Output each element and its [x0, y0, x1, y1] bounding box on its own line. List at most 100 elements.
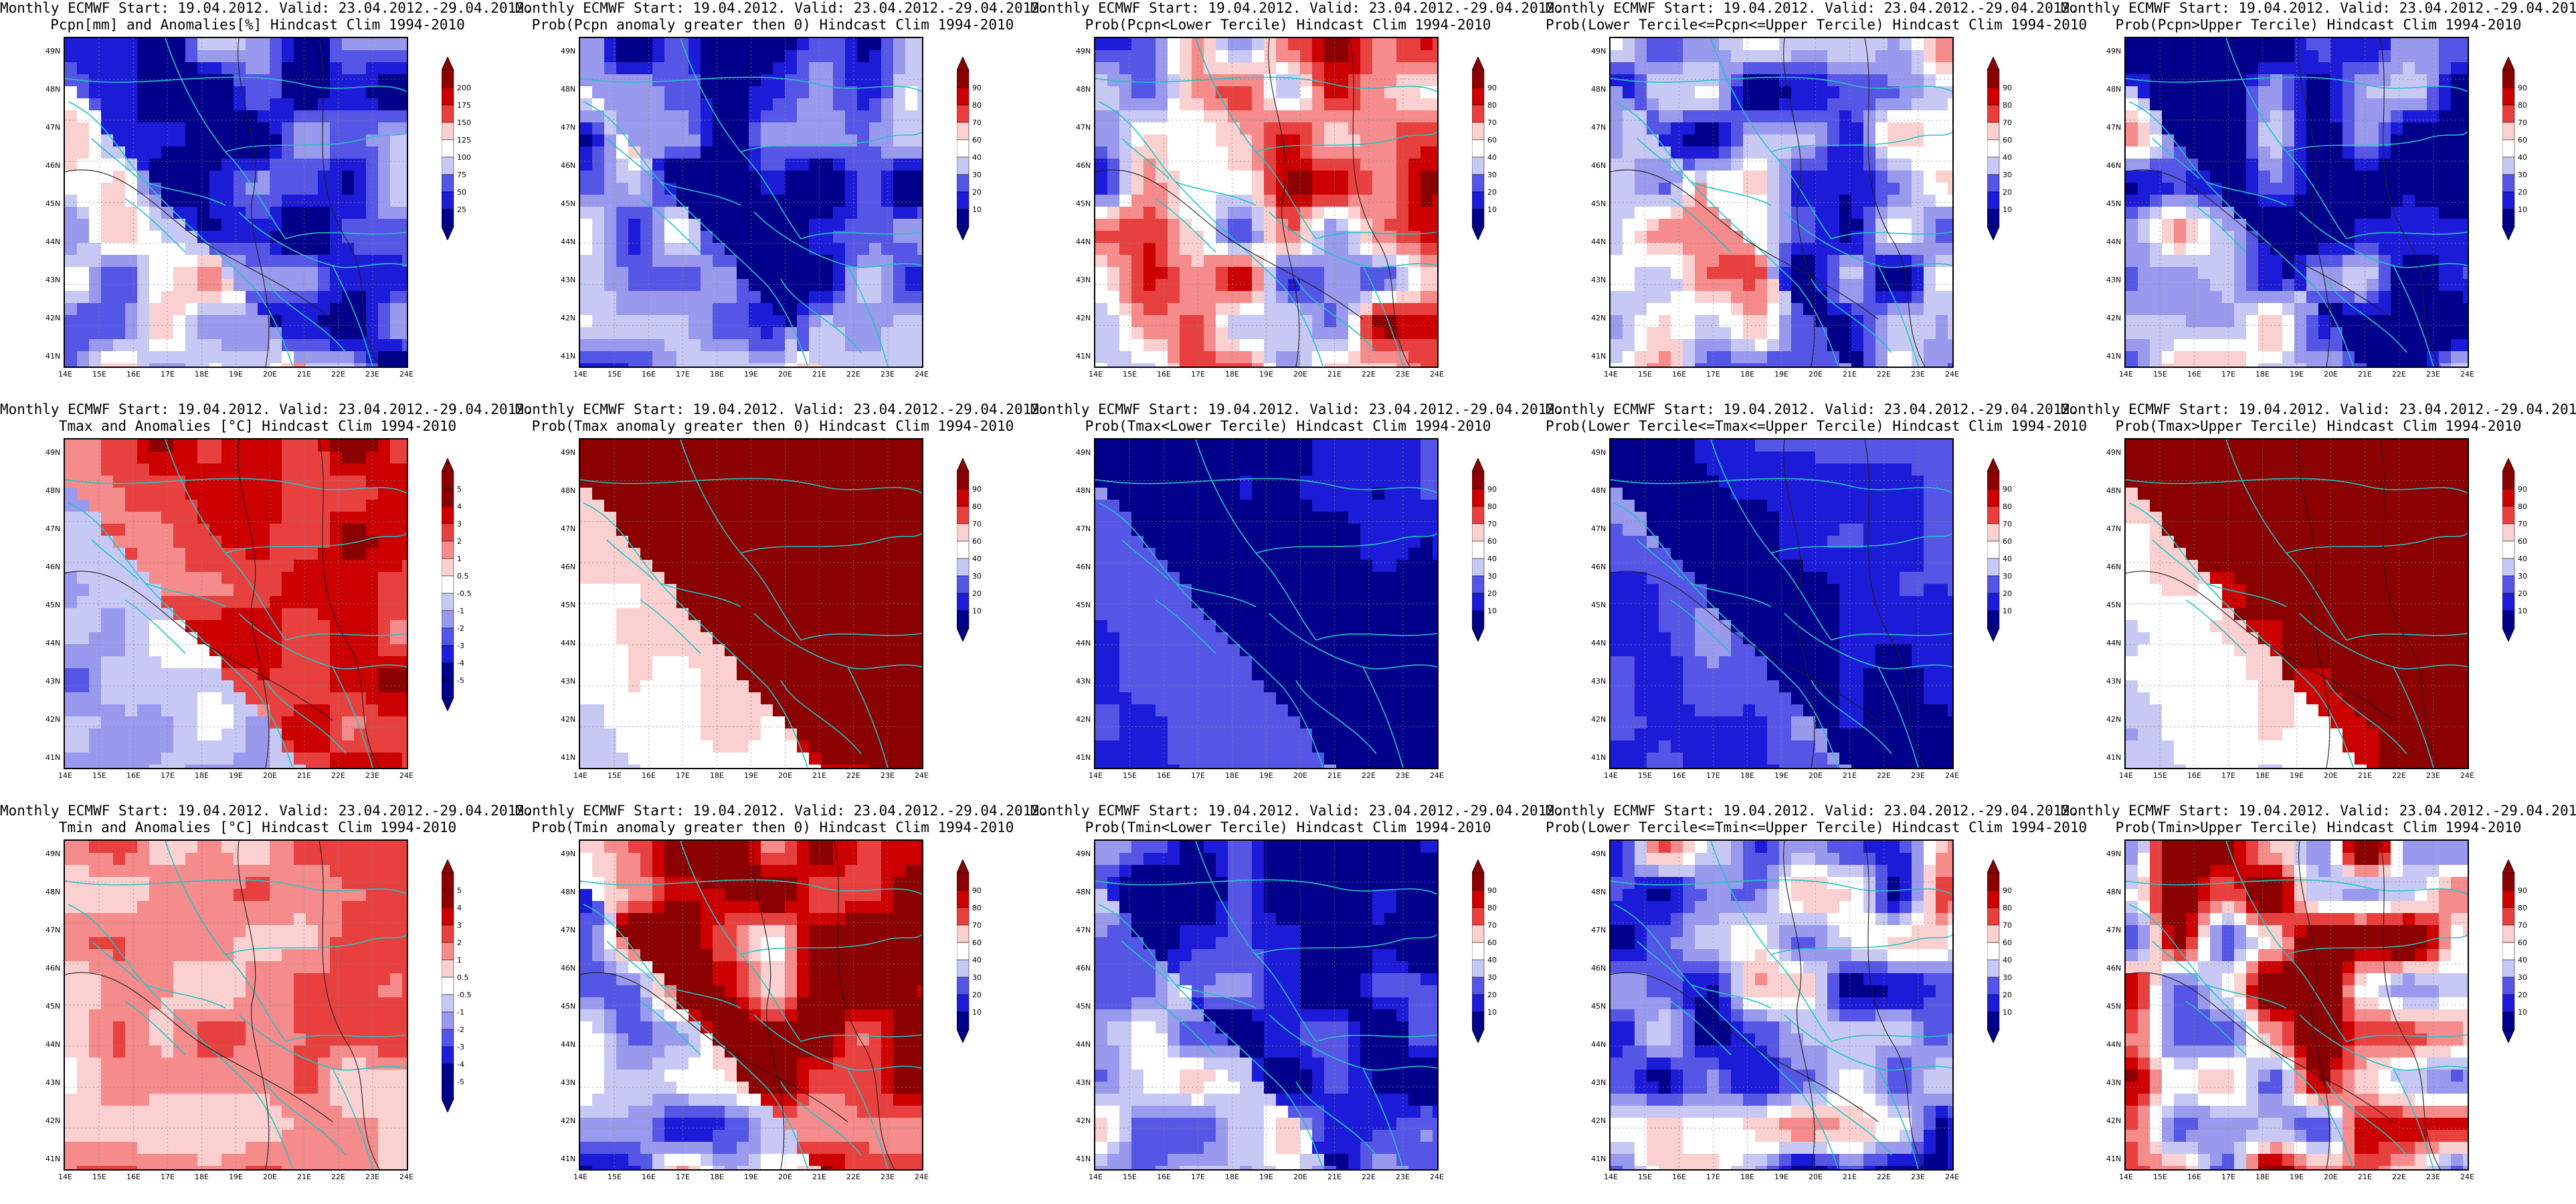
- colorbar-label: 3: [457, 921, 462, 930]
- colorbar-label: 60: [972, 136, 982, 144]
- y-tick-label: 45N: [1076, 601, 1091, 609]
- colorbar-label: 40: [972, 956, 982, 965]
- y-tick-label: 45N: [1076, 199, 1091, 208]
- colorbar-label: 40: [2003, 555, 2012, 563]
- colorbar-graphic: 90 80 70 60 40 30 20 10: [2502, 458, 2527, 642]
- colorbar-label: 175: [457, 101, 471, 110]
- x-tick-label: 16E: [642, 771, 656, 780]
- y-tick-label: 43N: [561, 1078, 576, 1087]
- map-graphic: [580, 38, 922, 367]
- colorbar-label: 200: [457, 84, 471, 92]
- y-tick-label: 41N: [45, 352, 61, 361]
- panel-subtitle: Prob(Lower Tercile<=Tmin<=Upper Tercile)…: [1546, 819, 2088, 835]
- x-tick-label: 14E: [1089, 771, 1103, 780]
- y-tick-label: 42N: [561, 715, 576, 724]
- x-tick-label: 22E: [846, 370, 860, 379]
- colorbar-label: 40: [2003, 153, 2012, 162]
- y-tick-label: 48N: [2106, 888, 2122, 896]
- x-tick-label: 15E: [92, 771, 106, 780]
- y-tick-label: 47N: [1591, 123, 1606, 132]
- x-tick-label: 18E: [710, 771, 724, 780]
- x-tick-label: 18E: [1225, 370, 1239, 379]
- x-tick-label: 14E: [1604, 1173, 1618, 1181]
- colorbar-label: 30: [972, 973, 982, 982]
- y-tick-label: 44N: [561, 1040, 576, 1049]
- colorbar-graphic: 90 80 70 60 40 30 20 10: [1987, 56, 2012, 241]
- colorbar-label: 90: [1487, 84, 1497, 92]
- panel-title: Monthly ECMWF Start: 19.04.2012. Valid: …: [515, 401, 1048, 417]
- x-tick-label: 24E: [399, 771, 413, 780]
- x-tick-label: 16E: [2187, 370, 2201, 379]
- colorbar-label: 90: [972, 886, 982, 895]
- colorbar-label: 30: [2003, 572, 2012, 581]
- y-tick-label: 46N: [1076, 964, 1091, 973]
- colorbar-label: 80: [1487, 101, 1497, 110]
- y-tick-label: 45N: [1591, 199, 1606, 208]
- x-tick-label: 21E: [297, 771, 311, 780]
- x-tick-label: 22E: [331, 1173, 345, 1181]
- colorbar: 90 80 70 60 40 30 20 10: [2502, 56, 2549, 243]
- x-tick-label: 22E: [1877, 370, 1891, 379]
- x-tick-label: 17E: [161, 771, 175, 780]
- colorbar-label: -5: [457, 1078, 464, 1086]
- y-tick-label: 42N: [1591, 715, 1606, 724]
- colorbar-label: -1: [457, 607, 464, 615]
- x-tick-label: 16E: [642, 370, 656, 379]
- colorbar-label: 20: [972, 991, 982, 999]
- x-tick-label: 17E: [676, 370, 690, 379]
- x-tick-label: 20E: [778, 771, 792, 780]
- panel-title: Monthly ECMWF Start: 19.04.2012. Valid: …: [515, 0, 1048, 16]
- x-tick-label: 14E: [2119, 1173, 2133, 1181]
- y-tick-label: 42N: [1591, 1116, 1606, 1125]
- y-tick-label: 45N: [561, 1002, 576, 1011]
- x-tick-label: 16E: [126, 771, 141, 780]
- y-tick-label: 47N: [1076, 524, 1091, 533]
- x-tick-label: 15E: [1638, 771, 1652, 780]
- colorbar-graphic: 90 80 70 60 40 30 20 10: [1471, 458, 1497, 642]
- map-panel-tmax-prob-middle: Monthly ECMWF Start: 19.04.2012. Valid: …: [1546, 401, 2088, 803]
- colorbar-label: -3: [457, 641, 464, 650]
- map-area: [2124, 438, 2469, 769]
- colorbar-label: 90: [2518, 485, 2527, 494]
- y-tick-label: 46N: [2106, 563, 2122, 571]
- x-tick-label: 15E: [1638, 370, 1652, 379]
- panel-subtitle: Prob(Pcpn>Upper Tercile) Hindcast Clim 1…: [2115, 17, 2522, 33]
- x-tick-label: 14E: [573, 771, 587, 780]
- x-tick-label: 22E: [1362, 1173, 1376, 1181]
- map-panel-tmin-anomalies: Monthly ECMWF Start: 19.04.2012. Valid: …: [0, 803, 533, 1204]
- x-tick-label: 15E: [92, 370, 106, 379]
- colorbar-label: 30: [2518, 572, 2527, 581]
- x-tick-label: 23E: [881, 370, 895, 379]
- y-tick-label: 48N: [1076, 486, 1091, 495]
- colorbar-label: 80: [2003, 101, 2012, 110]
- colorbar-label: 60: [2003, 938, 2012, 947]
- y-tick-label: 41N: [2106, 352, 2122, 361]
- x-tick-label: 19E: [229, 370, 243, 379]
- y-tick-label: 48N: [1076, 888, 1091, 896]
- y-tick-label: 44N: [1076, 237, 1091, 246]
- y-tick-label: 41N: [1591, 352, 1606, 361]
- y-tick-label: 45N: [561, 199, 576, 208]
- x-tick-label: 15E: [1123, 370, 1137, 379]
- x-tick-label: 22E: [846, 771, 860, 780]
- colorbar-label: 20: [2003, 188, 2012, 197]
- colorbar-label: 70: [1487, 118, 1497, 127]
- x-tick-label: 17E: [1706, 771, 1720, 780]
- colorbar-label: 5: [457, 886, 462, 895]
- x-tick-label: 15E: [1123, 771, 1137, 780]
- colorbar-label: 60: [2518, 136, 2527, 144]
- panel-subtitle: Prob(Lower Tercile<=Tmax<=Upper Tercile)…: [1546, 418, 2088, 434]
- map-graphic: [1095, 439, 1437, 768]
- x-tick-label: 22E: [1362, 370, 1376, 379]
- colorbar: 90 80 70 60 40 30 20 10: [1471, 859, 1519, 1045]
- colorbar: 90 80 70 60 40 30 20 10: [1987, 56, 2034, 243]
- x-tick-label: 18E: [195, 771, 209, 780]
- colorbar-label: 70: [2003, 921, 2012, 930]
- x-tick-label: 18E: [2256, 370, 2270, 379]
- x-tick-label: 21E: [812, 370, 826, 379]
- colorbar-label: 20: [2518, 589, 2527, 598]
- colorbar-label: 10: [2003, 205, 2012, 214]
- y-tick-label: 42N: [1076, 1116, 1091, 1125]
- x-tick-label: 19E: [744, 771, 758, 780]
- map-area: [2124, 839, 2469, 1171]
